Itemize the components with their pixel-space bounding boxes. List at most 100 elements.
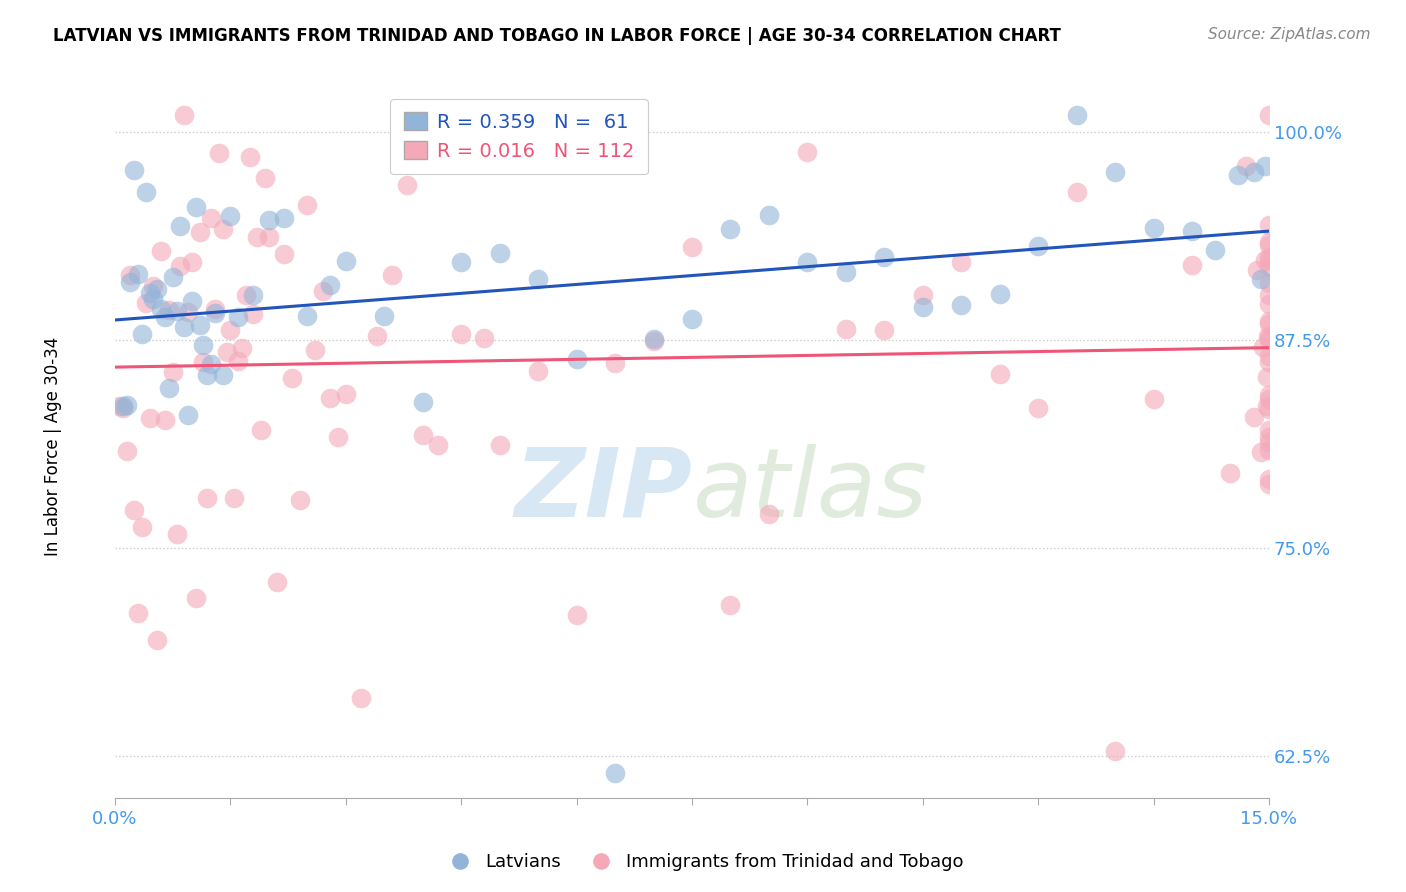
Point	[950, 298, 973, 312]
Point	[1258, 251, 1281, 265]
Point	[146, 282, 169, 296]
Point	[122, 163, 145, 178]
Point	[1258, 218, 1281, 232]
Point	[1219, 466, 1241, 480]
Point	[1258, 314, 1281, 328]
Point	[150, 244, 173, 259]
Point	[157, 303, 180, 318]
Point	[177, 408, 200, 422]
Point	[319, 278, 342, 293]
Point	[111, 399, 134, 413]
Point	[335, 387, 357, 401]
Point	[911, 287, 934, 301]
Point	[565, 607, 588, 622]
Point	[1254, 253, 1277, 268]
Point	[253, 171, 276, 186]
Point	[135, 185, 157, 199]
Point	[204, 301, 226, 316]
Point	[643, 334, 665, 349]
Point	[200, 211, 222, 225]
Point	[835, 322, 858, 336]
Point	[1250, 444, 1272, 458]
Point	[335, 254, 357, 268]
Point	[1258, 317, 1281, 331]
Point	[1257, 329, 1279, 343]
Point	[142, 293, 165, 307]
Point	[1258, 472, 1281, 486]
Point	[120, 268, 142, 283]
Point	[177, 305, 200, 319]
Point	[911, 300, 934, 314]
Point	[366, 328, 388, 343]
Point	[297, 198, 319, 212]
Point	[131, 520, 153, 534]
Point	[266, 574, 288, 589]
Point	[135, 296, 157, 310]
Point	[326, 430, 349, 444]
Point	[988, 286, 1011, 301]
Point	[1181, 259, 1204, 273]
Point	[643, 332, 665, 346]
Point	[796, 145, 818, 159]
Point	[257, 230, 280, 244]
Point	[1258, 401, 1281, 416]
Point	[235, 288, 257, 302]
Point	[1258, 442, 1281, 457]
Point	[1181, 224, 1204, 238]
Point	[184, 591, 207, 606]
Point	[396, 178, 419, 192]
Point	[873, 323, 896, 337]
Point	[603, 356, 626, 370]
Point	[1256, 399, 1278, 413]
Point	[257, 213, 280, 227]
Point	[250, 423, 273, 437]
Point	[204, 306, 226, 320]
Point	[1258, 297, 1281, 311]
Point	[188, 225, 211, 239]
Point	[1258, 260, 1281, 275]
Point	[488, 437, 510, 451]
Point	[166, 303, 188, 318]
Point	[231, 341, 253, 355]
Point	[527, 271, 550, 285]
Point	[988, 367, 1011, 381]
Point	[111, 401, 134, 416]
Point	[758, 508, 780, 522]
Text: LATVIAN VS IMMIGRANTS FROM TRINIDAD AND TOBAGO IN LABOR FORCE | AGE 30-34 CORREL: LATVIAN VS IMMIGRANTS FROM TRINIDAD AND …	[53, 27, 1062, 45]
Point	[242, 288, 264, 302]
Point	[226, 310, 249, 324]
Point	[127, 267, 149, 281]
Point	[219, 323, 242, 337]
Point	[1251, 340, 1274, 354]
Point	[427, 438, 450, 452]
Point	[1258, 349, 1281, 363]
Point	[1256, 370, 1278, 384]
Point	[1258, 287, 1281, 301]
Point	[681, 239, 703, 253]
Point	[350, 691, 373, 706]
Point	[603, 766, 626, 780]
Text: In Labor Force | Age 30-34: In Labor Force | Age 30-34	[45, 336, 62, 556]
Point	[181, 254, 204, 268]
Point	[1258, 254, 1281, 268]
Point	[412, 395, 434, 409]
Point	[1250, 272, 1272, 286]
Point	[1258, 435, 1281, 450]
Text: ZIP: ZIP	[515, 443, 692, 537]
Point	[450, 326, 472, 341]
Point	[246, 230, 269, 244]
Point	[488, 246, 510, 260]
Point	[873, 250, 896, 264]
Point	[527, 364, 550, 378]
Point	[120, 275, 142, 289]
Point	[472, 331, 495, 345]
Point	[288, 493, 311, 508]
Point	[1142, 220, 1164, 235]
Point	[273, 247, 295, 261]
Point	[681, 312, 703, 326]
Point	[1234, 159, 1257, 173]
Point	[173, 320, 195, 334]
Point	[157, 381, 180, 395]
Point	[373, 309, 395, 323]
Point	[450, 255, 472, 269]
